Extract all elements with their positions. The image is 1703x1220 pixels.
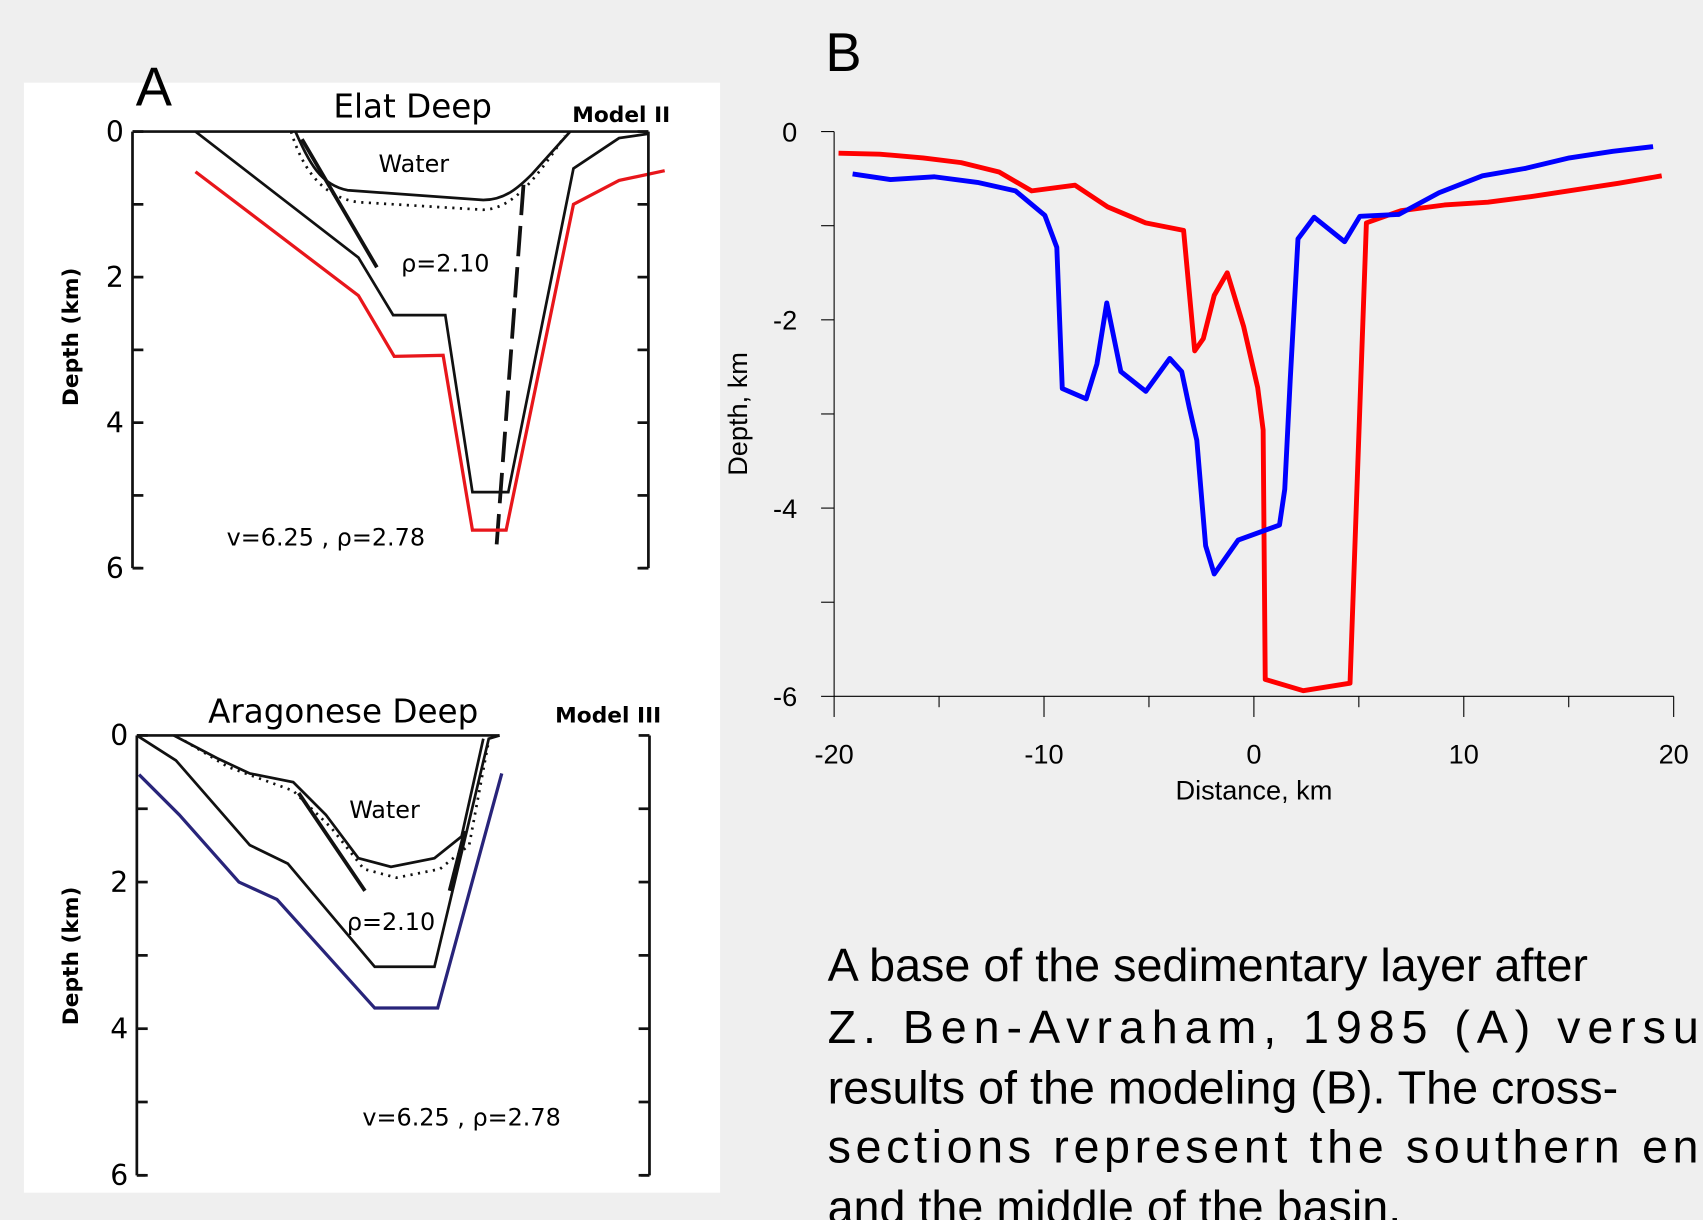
- fault-line: [297, 791, 367, 892]
- y-tick-label: 4: [110, 1012, 128, 1045]
- x-tick-label: -20: [815, 739, 854, 770]
- y-axis-label: Depth (km): [59, 268, 84, 407]
- annotation: ρ=2.10: [347, 908, 435, 936]
- elat-profile: [132, 130, 666, 549]
- basement-line: [194, 130, 649, 494]
- caption-line: results of the modeling (B). The cross-: [828, 1062, 1619, 1114]
- x-tick-label: 0: [1246, 739, 1261, 770]
- y-tick-label: 2: [110, 866, 128, 899]
- panel-label: B: [825, 22, 861, 83]
- x-tick-label: -10: [1024, 739, 1063, 770]
- profile-title: Aragonese Deep: [208, 692, 478, 730]
- fault-line: [447, 830, 467, 892]
- y-tick-label: 6: [106, 552, 124, 585]
- y-tick-label: 0: [110, 719, 128, 752]
- model-label: Model III: [555, 703, 661, 728]
- model-label: Model II: [572, 103, 670, 128]
- annotation: ρ=2.10: [401, 250, 489, 278]
- y-tick-label: 0: [106, 115, 124, 148]
- panel-label: A: [136, 57, 173, 118]
- fault-line: [300, 138, 379, 269]
- aragonese-profile: [136, 734, 504, 1010]
- y-tick-label: 2: [106, 261, 124, 294]
- y-tick-label: 6: [110, 1159, 128, 1192]
- data-line: [838, 150, 1663, 694]
- data-line: [852, 144, 1654, 577]
- x-tick-label: 20: [1659, 739, 1689, 770]
- fault-line: [494, 184, 526, 549]
- annotation: Water: [349, 796, 420, 824]
- y-axis-label: Depth, km: [722, 352, 753, 476]
- y-tick-label: -4: [773, 493, 797, 524]
- x-tick-label: 10: [1449, 739, 1479, 770]
- annotation: v=6.25 , ρ=2.78: [362, 1103, 560, 1131]
- profile-title: Elat Deep: [333, 87, 492, 125]
- caption-line: Z. Ben-Avraham, 1985 (A) versus: [828, 1001, 1703, 1053]
- y-tick-label: 4: [106, 406, 124, 439]
- y-tick-label: 0: [782, 116, 797, 147]
- basement-line: [136, 734, 500, 969]
- water-bottom: [173, 734, 485, 869]
- annotation: v=6.25 , ρ=2.78: [227, 523, 425, 551]
- water-bottom: [294, 130, 572, 202]
- y-tick-label: -6: [773, 681, 797, 712]
- caption-line: and the middle of the basin.: [828, 1181, 1402, 1220]
- y-tick-label: -2: [773, 305, 797, 336]
- annotation: Water: [379, 150, 450, 178]
- y-axis-label: Depth (km): [59, 887, 84, 1026]
- red-boundary: [194, 169, 666, 532]
- panel-a-background: [23, 82, 721, 1193]
- caption-line: A base of the sedimentary layer after: [828, 939, 1588, 991]
- x-axis-label: Distance, km: [1175, 775, 1332, 806]
- navy-boundary: [137, 773, 504, 1010]
